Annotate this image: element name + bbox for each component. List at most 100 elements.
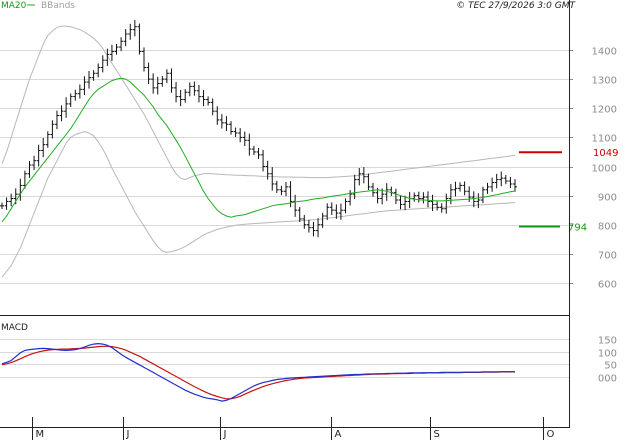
price-bar	[343, 198, 348, 214]
price-bar	[320, 212, 325, 228]
support-level-label: 794	[568, 222, 587, 233]
price-y-tick-label: 1400	[592, 47, 617, 58]
price-bar	[64, 97, 69, 118]
support-resistance-levels: 1049 794	[519, 148, 618, 233]
ma20-line	[1, 77, 516, 223]
price-bar	[109, 44, 114, 62]
price-bar	[160, 75, 165, 87]
macd-y-tick-label: 150	[598, 336, 617, 347]
price-bar	[462, 181, 467, 196]
x-tick-label: O	[547, 429, 555, 440]
price-bar	[421, 192, 426, 204]
price-bar	[256, 147, 261, 159]
price-bar	[439, 203, 444, 213]
price-bar	[334, 204, 339, 219]
macd-y-tick-label: 000	[598, 374, 617, 385]
price-bar	[425, 191, 430, 208]
price-bar	[151, 73, 156, 94]
bband-upper-line	[1, 25, 516, 181]
price-bar	[210, 98, 215, 116]
price-bar	[132, 20, 137, 37]
price-bar	[96, 63, 101, 78]
price-bar	[155, 76, 160, 95]
price-bar	[141, 47, 146, 72]
price-bar	[87, 71, 92, 89]
price-bar	[238, 128, 243, 143]
price-bar	[201, 89, 206, 107]
price-bar	[508, 177, 513, 188]
price-bar	[476, 193, 481, 209]
price-bar	[458, 182, 463, 192]
price-bar	[251, 145, 256, 156]
macd-y-tick-label: 100	[598, 349, 617, 360]
price-bar	[247, 133, 252, 156]
price-bar	[403, 195, 408, 211]
price-bar	[174, 82, 179, 103]
bband-lower-line	[1, 131, 516, 278]
price-bar	[215, 106, 220, 125]
price-y-tick-label: 800	[598, 222, 617, 233]
price-bar	[192, 81, 197, 96]
price-bar	[50, 120, 55, 139]
price-bar	[146, 62, 151, 85]
price-bar	[393, 188, 398, 205]
price-bar	[196, 85, 201, 103]
price-bar	[41, 138, 46, 158]
price-bar	[444, 193, 449, 214]
price-bar	[77, 84, 82, 99]
price-bar	[105, 48, 110, 66]
price-bar	[206, 96, 211, 106]
macd-line	[1, 342, 515, 402]
x-tick-label: A	[335, 429, 342, 440]
price-bar	[471, 191, 476, 208]
price-bar	[430, 194, 435, 212]
x-tick-label: M	[36, 429, 45, 440]
price-bar	[352, 174, 357, 200]
price-bar	[9, 193, 14, 207]
price-bar	[27, 161, 32, 178]
price-bar	[36, 144, 41, 167]
price-y-tick-label: 1200	[592, 105, 617, 116]
price-y-tick-label: 1100	[592, 134, 617, 145]
price-bar	[59, 105, 64, 122]
price-bar	[128, 23, 133, 40]
price-bar	[224, 116, 229, 131]
resistance-level-label: 1049	[593, 148, 618, 159]
macd-y-tick-label: 50	[604, 361, 617, 372]
price-bar	[0, 202, 4, 209]
price-y-tick-label: 900	[598, 193, 617, 204]
price-bar	[375, 187, 380, 204]
price-bar	[183, 89, 188, 103]
x-tick-label: S	[434, 429, 440, 440]
price-bar	[68, 93, 73, 108]
price-bar	[123, 29, 128, 47]
price-bar	[306, 219, 311, 233]
price-bar	[380, 188, 385, 205]
price-bar	[233, 127, 238, 138]
price-bar	[448, 184, 453, 205]
price-bar	[325, 203, 330, 221]
price-bar	[270, 167, 275, 191]
price-bar	[4, 197, 9, 210]
price-y-tick-label: 1000	[592, 164, 617, 175]
price-bar	[293, 194, 298, 217]
price-bar	[371, 182, 376, 197]
bbands-legend-label: BBands	[41, 1, 75, 11]
price-bar	[32, 155, 37, 170]
copyright-stamp: © TEC 27/9/2026 3:0 GMT	[456, 1, 576, 11]
price-y-tick-label: 1300	[592, 76, 617, 87]
price-bar	[311, 221, 316, 237]
price-bar	[398, 195, 403, 210]
price-bar	[279, 185, 284, 196]
price-bar	[283, 181, 288, 197]
price-bar	[274, 180, 279, 193]
price-y-tick-label: 700	[598, 251, 617, 262]
price-bar	[366, 173, 371, 191]
price-bar	[22, 170, 27, 189]
price-bar	[261, 149, 266, 172]
price-bar	[348, 190, 353, 206]
price-bar	[329, 202, 334, 216]
